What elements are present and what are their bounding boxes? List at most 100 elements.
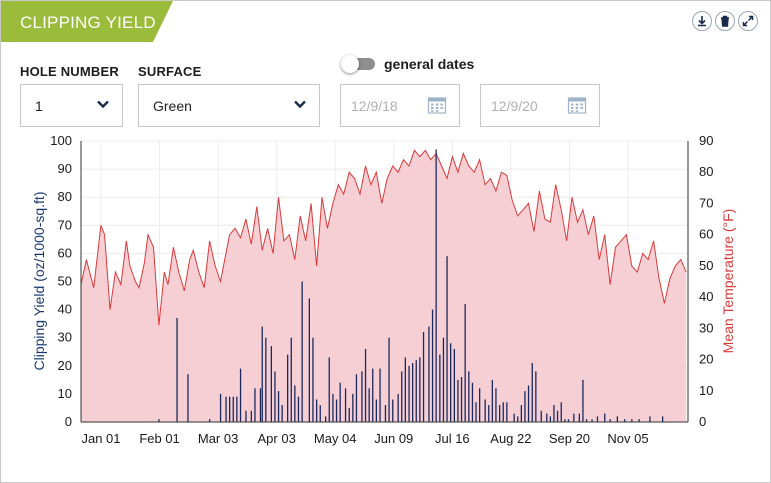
yield-bar xyxy=(479,388,481,422)
yield-bar xyxy=(491,379,493,422)
yield-bar xyxy=(352,393,354,422)
x-tick-label: Apr 03 xyxy=(258,431,296,446)
download-icon[interactable] xyxy=(692,11,712,31)
x-tick-label: May 04 xyxy=(314,431,357,446)
hole-number-label: HOLE NUMBER xyxy=(20,64,119,79)
temperature-line xyxy=(80,149,687,326)
yield-bar xyxy=(287,354,289,422)
left-tick-label: 60 xyxy=(58,245,72,260)
trash-icon[interactable] xyxy=(715,11,735,31)
yield-bar xyxy=(524,391,526,422)
left-tick-label: 0 xyxy=(65,414,72,429)
yield-bar xyxy=(319,405,321,422)
yield-bar xyxy=(368,388,370,422)
yield-bar xyxy=(591,419,593,422)
yield-bar xyxy=(527,385,530,422)
yield-bar xyxy=(232,396,234,422)
yield-bar xyxy=(294,385,296,422)
yield-bar xyxy=(265,337,267,422)
left-tick-label: 70 xyxy=(58,217,72,232)
yield-bar xyxy=(277,391,280,422)
expand-icon[interactable] xyxy=(738,11,758,31)
right-tick-label: 90 xyxy=(699,133,713,148)
yield-bar xyxy=(578,413,580,422)
yield-bar xyxy=(328,357,330,422)
yield-bar xyxy=(270,346,272,422)
yield-bar xyxy=(624,419,626,422)
yield-bar xyxy=(471,382,474,422)
chevron-down-icon xyxy=(293,97,307,114)
yield-bar xyxy=(325,416,327,422)
surface-value: Green xyxy=(153,98,192,114)
yield-bar xyxy=(316,399,318,422)
yield-bar xyxy=(609,419,611,422)
calendar-icon[interactable] xyxy=(427,95,447,118)
yield-bar xyxy=(468,371,470,422)
yield-bar xyxy=(488,405,490,422)
yield-bar xyxy=(604,413,606,422)
yield-bar xyxy=(364,348,367,422)
yield-bar xyxy=(546,413,548,422)
left-tick-label: 100 xyxy=(50,133,72,148)
yield-bar xyxy=(484,399,486,422)
right-tick-label: 80 xyxy=(699,164,713,179)
surface-select[interactable]: Green xyxy=(138,84,320,127)
toggle-knob xyxy=(341,55,359,73)
yield-bar xyxy=(361,371,363,422)
general-dates-toggle[interactable] xyxy=(341,55,377,73)
x-tick-label: Feb 01 xyxy=(139,431,179,446)
x-tick-label: Nov 05 xyxy=(607,431,648,446)
yield-bar xyxy=(431,309,434,422)
yield-bar xyxy=(344,388,347,422)
yield-bar xyxy=(585,419,588,422)
yield-bar xyxy=(435,149,437,422)
calendar-icon[interactable] xyxy=(567,95,587,118)
yield-bar xyxy=(457,379,459,422)
yield-bar xyxy=(460,377,463,422)
left-tick-label: 20 xyxy=(58,358,72,373)
x-tick-label: Jan 01 xyxy=(81,431,120,446)
yield-bar xyxy=(209,419,211,422)
right-tick-label: 20 xyxy=(699,352,713,367)
end-date-input[interactable]: 12/9/20 xyxy=(480,84,600,127)
yield-bar xyxy=(158,419,160,422)
yield-bar xyxy=(540,410,542,422)
yield-bar xyxy=(649,416,651,422)
right-tick-label: 30 xyxy=(699,320,713,335)
start-date-input[interactable]: 12/9/18 xyxy=(340,84,460,127)
yield-bar xyxy=(301,281,303,422)
yield-bar xyxy=(176,318,178,422)
yield-bar xyxy=(348,407,350,422)
yield-bar xyxy=(531,363,533,422)
left-tick-label: 90 xyxy=(58,161,72,176)
surface-label: SURFACE xyxy=(138,64,202,79)
yield-bar xyxy=(404,357,406,422)
yield-bar xyxy=(564,419,566,422)
yield-bar xyxy=(401,371,403,422)
yield-bar xyxy=(464,304,466,422)
yield-bar xyxy=(412,363,414,422)
end-date-placeholder: 12/9/20 xyxy=(491,98,538,114)
yield-bar xyxy=(535,371,537,422)
hole-number-select[interactable]: 1 xyxy=(20,84,123,127)
yield-bar xyxy=(335,399,338,422)
yield-bar xyxy=(596,416,599,422)
yield-bar xyxy=(582,379,584,422)
yield-bar xyxy=(355,374,358,422)
yield-bar xyxy=(556,410,559,422)
hole-number-value: 1 xyxy=(35,98,43,114)
yield-bar xyxy=(392,399,394,422)
right-tick-label: 70 xyxy=(699,195,713,210)
yield-bar xyxy=(388,337,390,422)
right-tick-label: 60 xyxy=(699,227,713,242)
yield-bar xyxy=(553,405,555,422)
yield-bar xyxy=(254,388,256,422)
yield-bar xyxy=(549,416,551,422)
x-tick-label: Mar 03 xyxy=(198,431,238,446)
yield-bar xyxy=(384,405,387,422)
yield-bar xyxy=(450,343,452,422)
left-tick-label: 80 xyxy=(58,189,72,204)
x-tick-label: Jul 16 xyxy=(435,431,470,446)
